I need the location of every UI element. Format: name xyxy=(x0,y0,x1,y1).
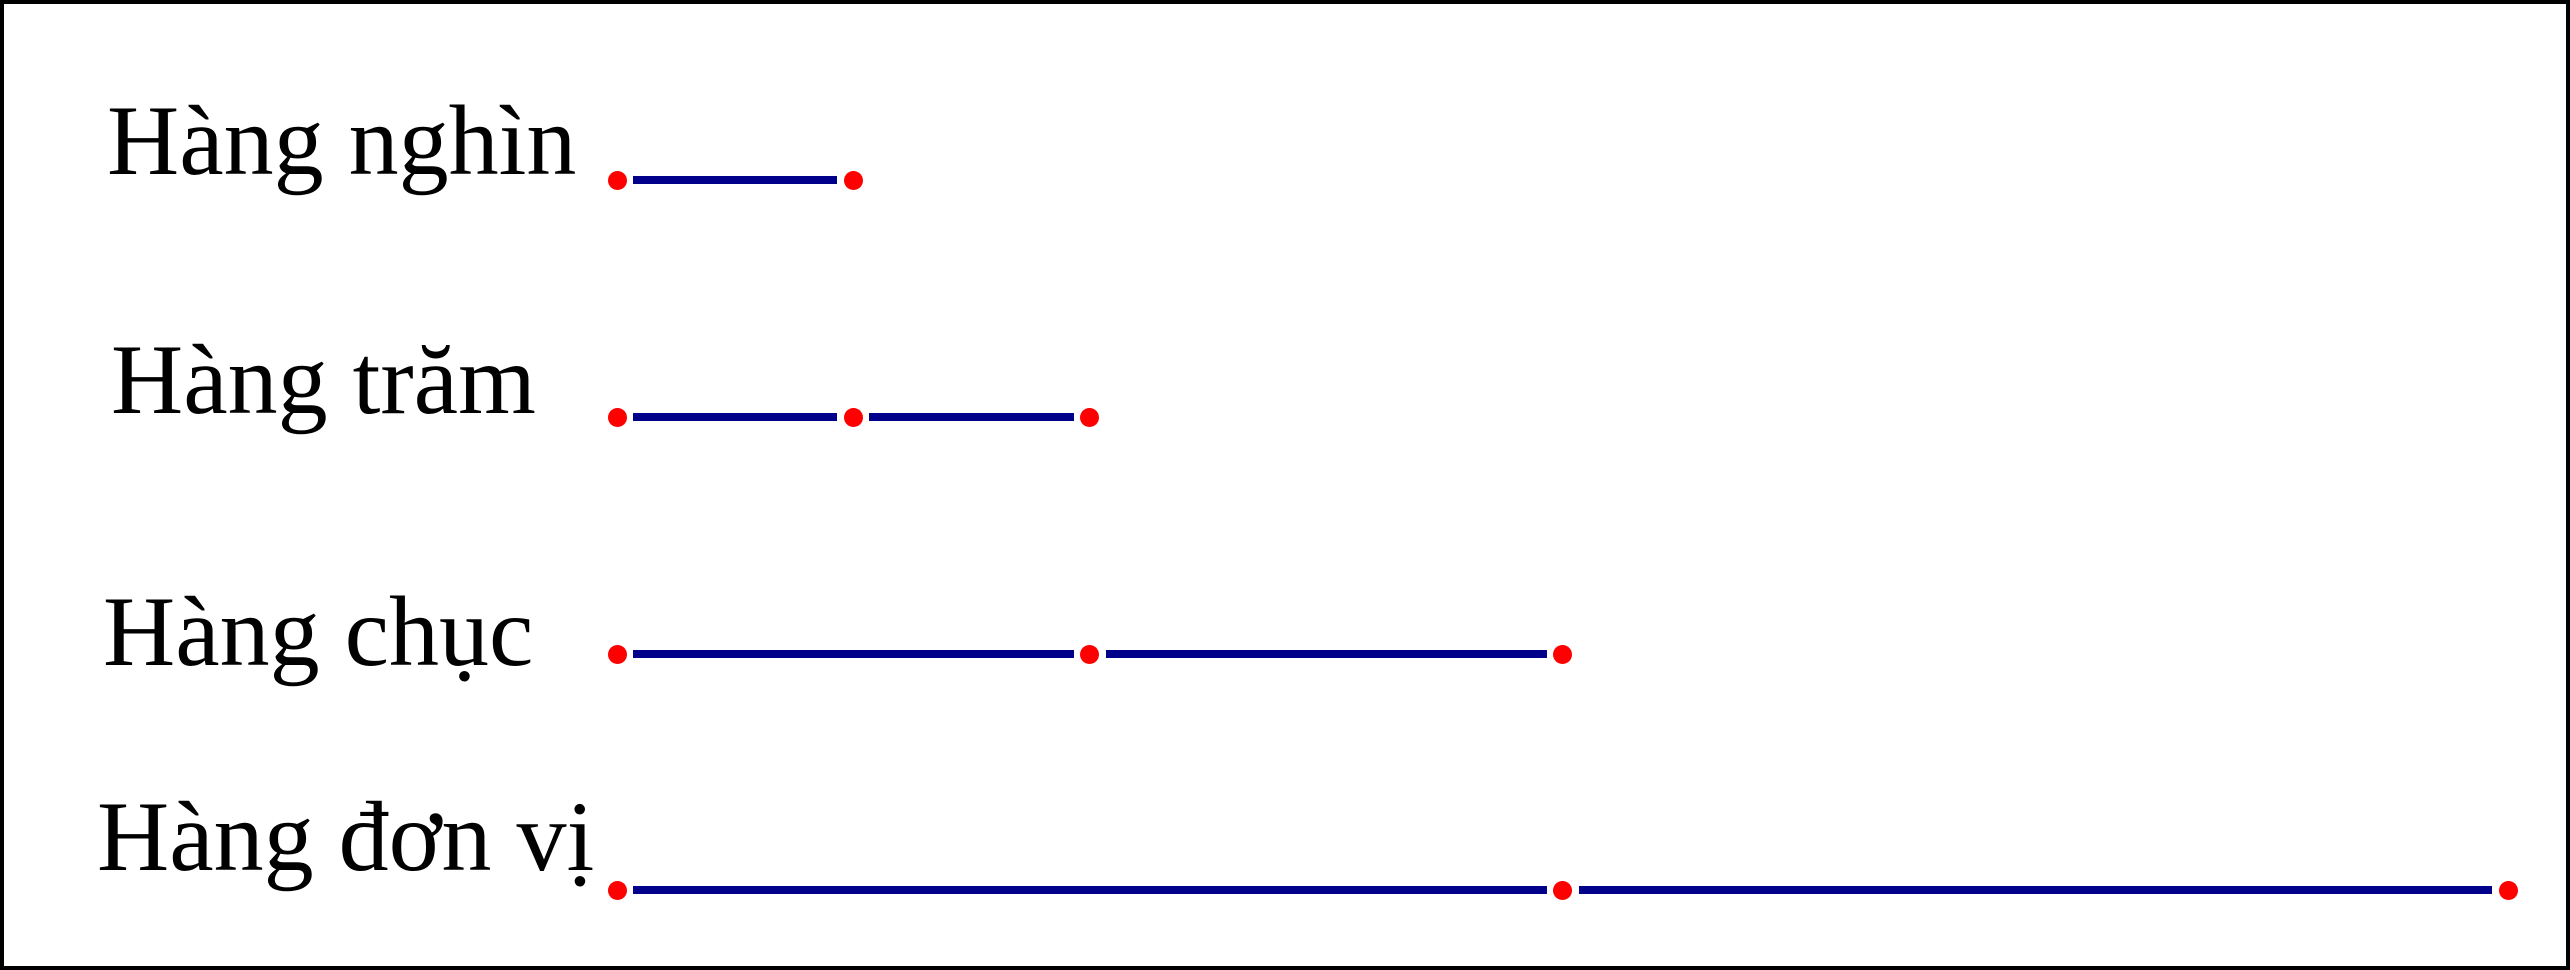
endpoint-dot xyxy=(607,407,627,427)
line-segment xyxy=(1105,650,1547,658)
endpoint-dot xyxy=(607,644,627,664)
line-segment xyxy=(633,176,838,184)
endpoint-dot xyxy=(1553,644,1573,664)
endpoint-dot xyxy=(843,170,863,190)
endpoint-dot xyxy=(1553,880,1573,900)
endpoint-dot xyxy=(843,407,863,427)
endpoint-dot xyxy=(1080,644,1100,664)
endpoint-dot xyxy=(607,170,627,190)
line-segment xyxy=(633,886,1547,894)
row-label: Hàng đơn vị xyxy=(97,781,595,892)
row-label: Hàng nghìn xyxy=(107,85,577,196)
line-segment xyxy=(633,413,838,421)
place-value-row-2: Hàng trăm xyxy=(4,4,2566,966)
row-label: Hàng chục xyxy=(103,576,534,687)
line-segment xyxy=(869,413,1074,421)
place-value-row-4: Hàng đơn vị xyxy=(4,4,2566,966)
line-segment xyxy=(633,650,1074,658)
line-segment xyxy=(1578,886,2493,894)
endpoint-dot xyxy=(2498,880,2518,900)
place-value-row-3: Hàng chục xyxy=(4,4,2566,966)
row-label: Hàng trăm xyxy=(111,324,536,435)
endpoint-dot xyxy=(607,880,627,900)
endpoint-dot xyxy=(1080,407,1100,427)
place-value-row-1: Hàng nghìn xyxy=(4,4,2566,966)
